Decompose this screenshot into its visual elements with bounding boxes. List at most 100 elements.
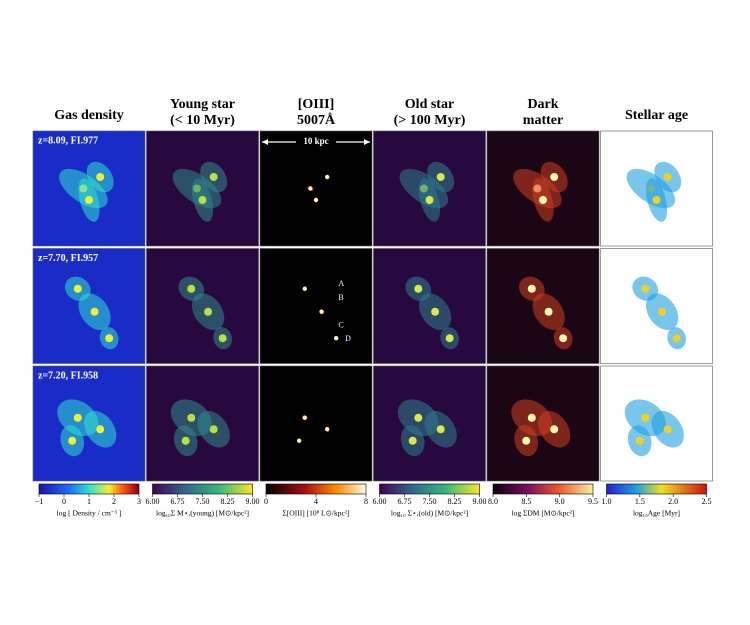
map-peak [445, 334, 454, 343]
colorbar-tick-label: 7.50 [196, 497, 210, 506]
map-peak [187, 284, 196, 293]
map-peak [68, 436, 77, 445]
map-peak [313, 197, 319, 203]
map-peak [436, 425, 445, 434]
map-peak [425, 196, 434, 204]
map-peak [319, 309, 324, 314]
colorbar-tick-label: 9.5 [588, 497, 598, 506]
map-peak [414, 284, 423, 293]
map-peak [652, 196, 661, 204]
map-peak [544, 307, 553, 316]
map-panel [259, 365, 373, 482]
colorbar-label: log₁₀Σ M⋆,(young) [M⊙/kpc²] [156, 509, 249, 518]
colorbar-tick-label: 0 [62, 497, 66, 506]
column-title: Dark [527, 97, 558, 112]
colorbar-label: log [ Density / cm⁻³ ] [57, 509, 122, 518]
map-peak [539, 196, 547, 204]
map-peak [181, 436, 190, 445]
colorbar-tick-label: 9.00 [473, 497, 487, 506]
map-peak [550, 173, 559, 181]
colorbar-tick-label: 2.5 [702, 497, 712, 506]
map-peak [672, 334, 681, 343]
colorbar-tick-label: 8.5 [521, 497, 531, 506]
row-label: z=8.09, FI.977 [38, 135, 98, 146]
column-title: [OIII] [298, 97, 335, 112]
row-label: z=7.70, FI.957 [38, 253, 98, 264]
map-peak [302, 415, 307, 420]
colorbar-label: log₁₀Age [Myr] [633, 509, 680, 518]
colorbar-label: log ΣDM [M⊙/kpc²] [512, 509, 575, 518]
map-peak [73, 284, 82, 293]
column-title: (< 10 Myr) [170, 113, 235, 128]
column-title: Young star [170, 97, 235, 112]
colorbar-tick-label: 8.0 [488, 497, 498, 506]
map-peak [209, 425, 218, 434]
map-peak [308, 186, 313, 191]
colorbar-tick-label: 6.00 [373, 497, 387, 506]
colorbar-tick-label: 3 [137, 497, 141, 506]
column-title: matter [523, 113, 563, 128]
row-label: z=7.20, FI.958 [38, 370, 98, 381]
map-peak [408, 436, 417, 445]
map-peak [527, 284, 536, 293]
colorbar [38, 483, 140, 495]
column-title: Stellar age [625, 108, 688, 123]
colorbar [379, 483, 480, 495]
map-peak [333, 336, 339, 341]
map-peak [204, 307, 213, 316]
column-title: 5007Å [297, 112, 336, 128]
colorbar-tick-label: 6.75 [171, 497, 185, 506]
colorbar-tick-label: 8 [364, 497, 368, 506]
map-peak [658, 307, 667, 316]
colorbar-label: log₁₀ Σ⋆,(old) [M⊙/kpc²] [391, 509, 468, 518]
colorbar [265, 483, 367, 495]
map-peak [641, 284, 650, 293]
map-peak [96, 425, 105, 434]
colorbar-tick-label: 6.75 [398, 497, 412, 506]
map-peak [96, 173, 105, 181]
map-peak [431, 307, 440, 316]
map-panel [259, 130, 373, 247]
source-marker: C [338, 320, 343, 329]
map-peak [641, 413, 650, 422]
colorbar-tick-label: 0 [264, 497, 268, 506]
map-peak [527, 413, 536, 422]
colorbar-tick-label: 2.0 [668, 497, 678, 506]
map-peak [209, 173, 218, 181]
colorbar-tick-label: 1.5 [635, 497, 645, 506]
map-peak [105, 334, 114, 343]
source-marker: B [338, 293, 343, 302]
colorbar-tick-label: 8.25 [448, 497, 462, 506]
scale-bar-label: 10 kpc [303, 136, 328, 146]
map-peak [218, 334, 227, 343]
map-peak [325, 174, 330, 180]
map-peak [187, 413, 196, 422]
colorbar [152, 483, 253, 495]
colorbar-tick-label: 9.00 [246, 497, 260, 506]
map-panel [259, 248, 373, 364]
column-title: (> 100 Myr) [394, 113, 466, 128]
colorbar-tick-label: 1 [87, 497, 91, 506]
colorbar [492, 483, 594, 495]
map-peak [559, 334, 568, 343]
colorbar-tick-label: 1.0 [602, 497, 612, 506]
source-marker: D [345, 334, 351, 343]
map-peak [90, 307, 99, 316]
column-title: Old star [405, 97, 454, 112]
colorbar-tick-label: 8.25 [221, 497, 235, 506]
map-peak [198, 196, 207, 204]
map-peak [522, 436, 531, 445]
map-peak [325, 427, 330, 432]
source-marker: A [338, 279, 344, 288]
map-peak [85, 196, 93, 204]
colorbar-label: Σ[OIII] [10⁸ L⊙/kpc²] [282, 509, 349, 518]
colorbar-tick-label: 7.50 [423, 497, 437, 506]
map-peak [297, 438, 302, 443]
scale-bar-bg [296, 135, 336, 149]
map-peak [302, 286, 307, 291]
column-title: Gas density [54, 108, 124, 123]
map-peak [635, 436, 644, 445]
colorbar-tick-label: 9.0 [555, 497, 565, 506]
colorbar-tick-label: 6.00 [146, 497, 160, 506]
